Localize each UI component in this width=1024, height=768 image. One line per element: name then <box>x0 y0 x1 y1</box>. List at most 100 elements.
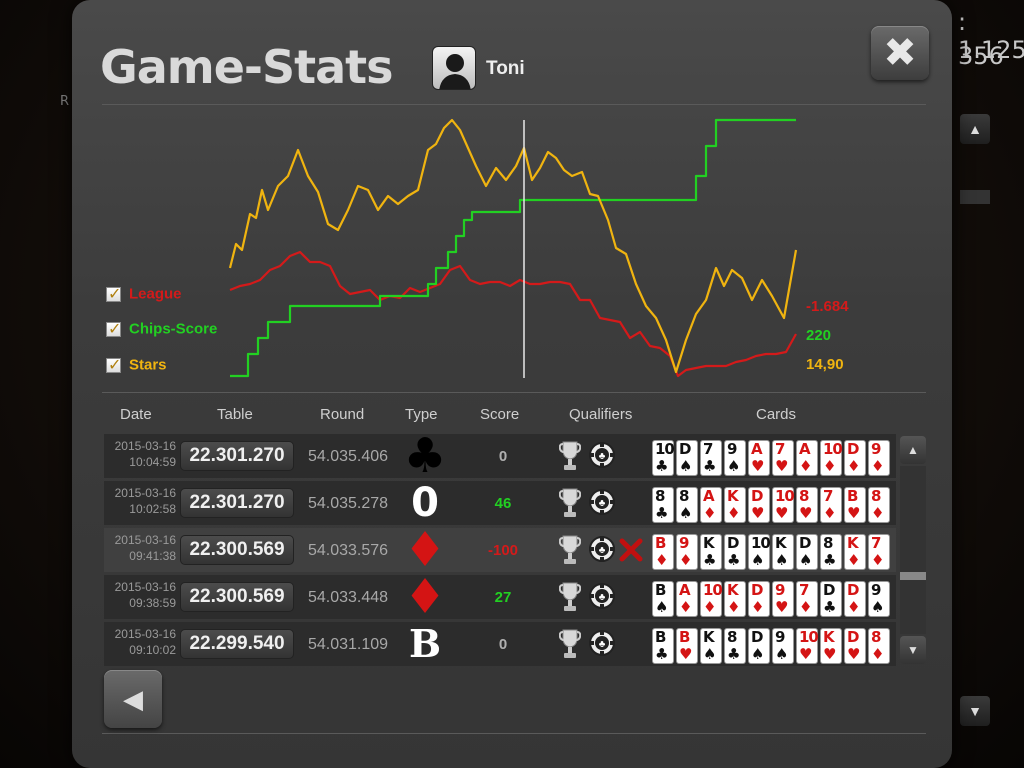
chip-icon: ♣ <box>589 487 615 520</box>
scroll-down-button[interactable]: ▼ <box>900 636 926 664</box>
diamond-icon: ♦ <box>403 522 447 578</box>
legend-item-stars[interactable]: Stars <box>106 355 167 376</box>
table-row[interactable]: 2015-03-16 10:04:59 22.301.270 54.035.406 ♣ 0… <box>104 432 896 480</box>
row-score: 0 <box>498 636 508 653</box>
playing-card: 8 ♦ <box>868 628 890 664</box>
round-id: 54.035.406 <box>307 448 389 465</box>
footer-divider <box>102 733 926 734</box>
playing-card: 10 ♥ <box>772 487 795 523</box>
scroll-up-button[interactable]: ▲ <box>900 436 926 464</box>
trophy-icon <box>558 534 582 571</box>
background-scroll-up-button[interactable]: ▲ <box>960 114 990 144</box>
row-score: 0 <box>498 448 508 465</box>
playing-card: D ♣ <box>724 534 746 570</box>
trophy-icon <box>558 581 582 618</box>
playing-card: D ♣ <box>820 581 842 617</box>
playing-card: K ♦ <box>724 487 746 523</box>
x-icon <box>619 534 643 567</box>
playing-card: 9 ♥ <box>772 581 794 617</box>
playing-card: 10 ♦ <box>820 440 843 476</box>
table-row[interactable]: 2015-03-16 09:10:02 22.299.540 54.031.109 B 0… <box>104 622 896 666</box>
table-id-button[interactable]: 22.300.569 <box>180 582 294 612</box>
playing-card: D ♦ <box>844 581 866 617</box>
background-scroll-down-button[interactable]: ▼ <box>960 696 990 726</box>
playing-card: B ♠ <box>652 581 674 617</box>
table-id-button[interactable]: 22.299.540 <box>180 629 294 659</box>
chips-score-checkbox[interactable] <box>106 319 121 339</box>
chips-score-end-value: 220 <box>806 327 832 344</box>
header-qualifiers[interactable]: Qualifiers <box>569 406 633 423</box>
stars-checkbox[interactable] <box>106 355 121 375</box>
playing-card: B ♥ <box>844 487 866 523</box>
background-scrollbar-thumb[interactable] <box>960 190 990 204</box>
playing-card: 8 ♠ <box>676 487 698 523</box>
header-table[interactable]: Table <box>217 406 253 423</box>
svg-text:♣: ♣ <box>599 639 606 650</box>
playing-card: 9 ♠ <box>724 440 746 476</box>
playing-card: K ♦ <box>724 581 746 617</box>
svg-text:♣: ♣ <box>599 592 606 603</box>
trophy-icon <box>558 440 582 477</box>
playing-card: 8 ♣ <box>652 487 674 523</box>
legend-item-chips-score[interactable]: Chips-Score <box>106 319 217 340</box>
game-type: 0 <box>400 481 450 525</box>
diamond-icon: ♦ <box>403 569 447 625</box>
background-value-2: 356 <box>958 42 1004 70</box>
legend-item-league[interactable]: League <box>106 284 182 305</box>
table-id-button[interactable]: 22.301.270 <box>180 441 294 471</box>
club-icon: ♣ <box>403 428 447 484</box>
chip-icon: ♣ <box>589 440 615 473</box>
playing-card: K ♣ <box>700 534 722 570</box>
table-row[interactable]: 2015-03-16 09:41:38 22.300.569 54.033.576 ♦ -… <box>104 526 896 574</box>
svg-text:♣: ♣ <box>599 545 606 556</box>
game-list: 2015-03-16 10:04:59 22.301.270 54.035.406 ♣ 0… <box>104 432 896 666</box>
table-id-button[interactable]: 22.301.270 <box>180 488 294 518</box>
league-checkbox[interactable] <box>106 284 121 304</box>
header-cards[interactable]: Cards <box>756 406 797 423</box>
playing-card: D ♠ <box>676 440 698 476</box>
playing-card: 10 ♦ <box>700 581 723 617</box>
header-score[interactable]: Score <box>480 406 520 423</box>
playing-card: D ♦ <box>748 581 770 617</box>
playing-card: D ♥ <box>844 628 866 664</box>
row-date: 2015-03-16 09:38:59 <box>114 580 176 610</box>
stats-chart: League Chips-Score Stars -1.684 220 14,9… <box>72 0 952 400</box>
playing-card: 9 ♠ <box>868 581 890 617</box>
playing-card: A ♦ <box>796 440 818 476</box>
row-date: 2015-03-16 09:41:38 <box>114 533 176 563</box>
page-title: Game-Stats <box>100 40 394 94</box>
user-silhouette-icon <box>439 54 471 89</box>
svg-text:♣: ♣ <box>599 498 606 509</box>
scroll-track[interactable] <box>900 466 926 634</box>
playing-card: 9 ♦ <box>676 534 698 570</box>
playing-card: 7 ♦ <box>820 487 842 523</box>
table-row[interactable]: 2015-03-16 10:02:58 22.301.270 54.035.278 0 4… <box>104 481 896 525</box>
playing-card: 10 ♠ <box>748 534 771 570</box>
table-row[interactable]: 2015-03-16 09:38:59 22.300.569 54.033.448 ♦ 2… <box>104 573 896 621</box>
back-arrow-icon: ◀ <box>123 684 143 714</box>
playing-card: 8 ♣ <box>724 628 746 664</box>
game-type: B <box>400 622 450 666</box>
header-type[interactable]: Type <box>405 406 438 423</box>
scroll-thumb[interactable] <box>900 572 926 580</box>
header-round[interactable]: Round <box>320 406 365 423</box>
legend-label-league: League <box>129 285 182 303</box>
svg-text:♣: ♣ <box>599 451 606 462</box>
playing-card: K ♠ <box>700 628 722 664</box>
background-value-1: : 1.125 <box>958 8 1024 64</box>
back-button[interactable]: ◀ <box>104 670 162 728</box>
chart-svg <box>228 118 798 378</box>
stars-end-value: 14,90 <box>806 356 844 373</box>
playing-card: 10 ♥ <box>796 628 819 664</box>
header-date[interactable]: Date <box>120 406 152 423</box>
playing-card: 7 ♣ <box>700 440 722 476</box>
table-scrollbar[interactable]: ▲ ▼ <box>900 436 926 664</box>
row-score: 46 <box>494 495 512 512</box>
close-button[interactable]: ✖ <box>871 26 929 80</box>
league-end-value: -1.684 <box>806 298 849 315</box>
game-stats-panel: Game-Stats Toni ✖ League Chips-Score Sta… <box>72 0 952 768</box>
playing-card: 9 ♦ <box>868 440 890 476</box>
round-id: 54.031.109 <box>307 636 389 653</box>
series-line-chips-score <box>230 118 796 378</box>
table-id-button[interactable]: 22.300.569 <box>180 535 294 565</box>
